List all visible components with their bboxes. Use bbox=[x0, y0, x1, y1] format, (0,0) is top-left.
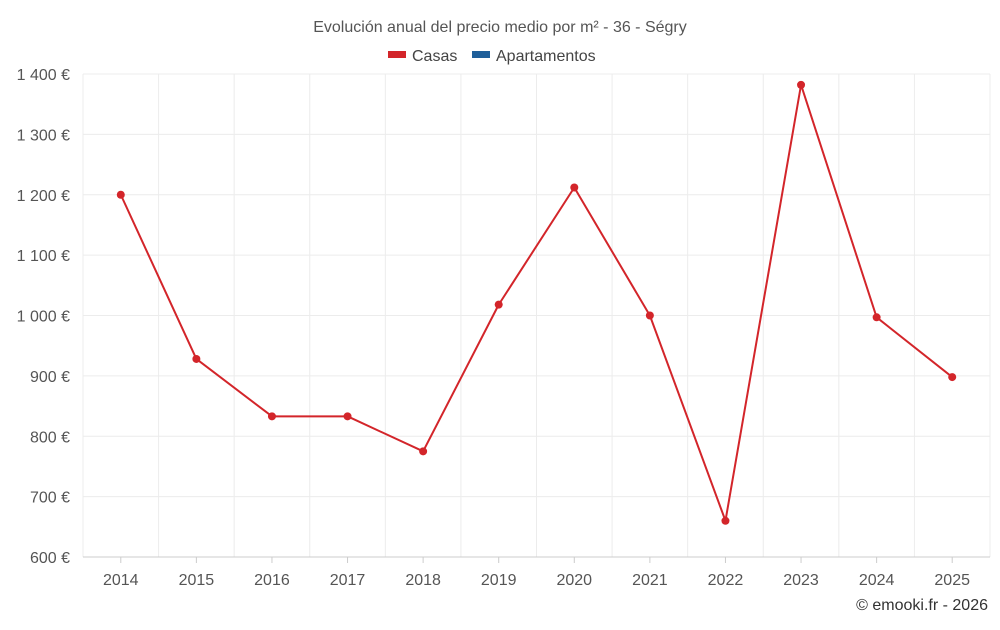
y-tick-label: 800 € bbox=[30, 429, 70, 446]
x-tick-label: 2019 bbox=[481, 572, 517, 589]
legend-label-apartamentos: Apartamentos bbox=[496, 48, 596, 65]
axis-layer: 600 € 700 € 800 € 900 € 1 000 € 1 100 € 1 200 … bbox=[17, 67, 990, 589]
data-point bbox=[419, 447, 428, 456]
x-tick-label: 2021 bbox=[632, 572, 668, 589]
y-tick-label: 1 000 € bbox=[17, 309, 70, 326]
data-point bbox=[570, 183, 579, 192]
x-tick-label: 2023 bbox=[783, 572, 819, 589]
grid-layer bbox=[82, 73, 991, 557]
legend-item-casas[interactable]: Casas bbox=[388, 48, 457, 65]
data-point bbox=[494, 300, 503, 309]
legend: Casas Apartamentos bbox=[388, 48, 596, 65]
legend-swatch-casas bbox=[388, 51, 406, 58]
data-point bbox=[267, 412, 276, 421]
x-tick-label: 2025 bbox=[934, 572, 970, 589]
y-tick-label: 1 400 € bbox=[17, 67, 70, 84]
legend-label-casas: Casas bbox=[412, 48, 457, 65]
y-tick-label: 1 200 € bbox=[17, 188, 70, 205]
data-point bbox=[116, 190, 125, 199]
y-tick-label: 1 300 € bbox=[17, 127, 70, 144]
series-line-casas bbox=[119, 83, 953, 522]
y-tick-label: 600 € bbox=[30, 550, 70, 567]
x-tick-label: 2016 bbox=[254, 572, 290, 589]
x-tick-label: 2022 bbox=[708, 572, 744, 589]
data-point bbox=[645, 311, 654, 320]
data-point bbox=[192, 354, 201, 363]
x-tick-label: 2018 bbox=[405, 572, 441, 589]
x-tick-label: 2020 bbox=[556, 572, 592, 589]
y-tick-label: 900 € bbox=[30, 369, 70, 386]
credit-text: © emooki.fr - 2026 bbox=[856, 597, 988, 614]
data-point bbox=[872, 313, 881, 322]
series-layer bbox=[116, 80, 957, 525]
data-point bbox=[797, 80, 806, 89]
data-point bbox=[721, 516, 730, 525]
data-point bbox=[343, 412, 352, 421]
y-tick-label: 700 € bbox=[30, 490, 70, 507]
data-point bbox=[948, 373, 957, 382]
x-tick-label: 2024 bbox=[859, 572, 895, 589]
y-tick-label: 1 100 € bbox=[17, 248, 70, 265]
x-tick-label: 2014 bbox=[103, 572, 139, 589]
x-tick-label: 2015 bbox=[179, 572, 215, 589]
legend-item-apartamentos[interactable]: Apartamentos bbox=[472, 48, 596, 65]
x-tick-label: 2017 bbox=[330, 572, 366, 589]
legend-swatch-apartamentos bbox=[472, 51, 490, 58]
chart-title: Evolución anual del precio medio por m² … bbox=[313, 19, 687, 36]
